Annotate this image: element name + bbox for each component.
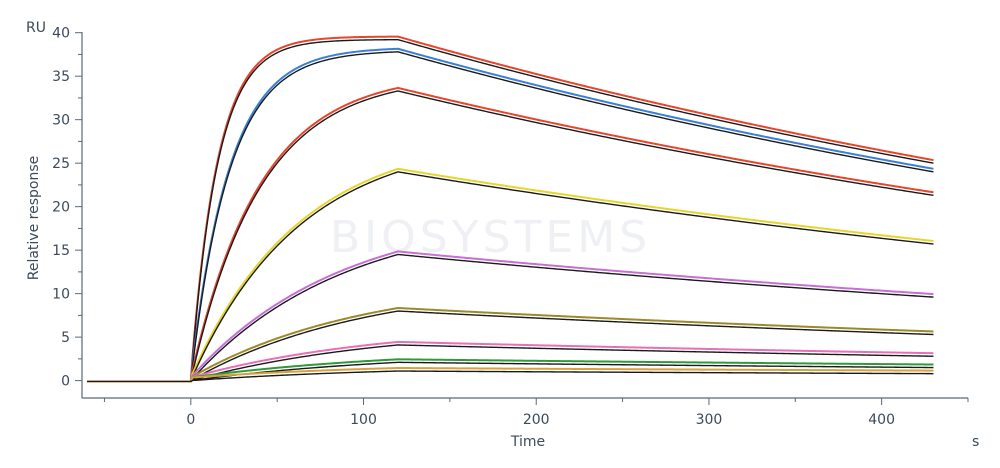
measured-curve — [87, 358, 934, 383]
measured-curve — [87, 47, 934, 383]
y-tick-label: 30 — [52, 113, 70, 129]
y-tick-label: 5 — [61, 330, 70, 346]
measured-curve — [87, 35, 934, 383]
y-tick-label: 25 — [52, 156, 70, 172]
y-tick-label: 15 — [52, 243, 70, 259]
measured-curve — [87, 340, 934, 383]
fitted-curve — [87, 90, 934, 383]
measured-curve — [87, 250, 934, 383]
fitted-curve — [87, 253, 934, 383]
curves — [87, 35, 934, 383]
measured-curve — [87, 167, 934, 383]
measured-curve — [87, 366, 934, 383]
y-tick-label: 35 — [52, 69, 70, 85]
fitted-curve — [87, 51, 934, 383]
y-tick-label: 0 — [61, 374, 70, 390]
fitted-curve — [87, 370, 934, 383]
x-tick-label: 0 — [186, 412, 195, 428]
y-axis-title: Relative response — [26, 156, 42, 281]
fitted-curve — [87, 310, 934, 383]
y-tick-label: 10 — [52, 287, 70, 303]
x-unit-label: s — [972, 434, 979, 450]
measured-curve — [87, 306, 934, 383]
x-tick-label: 300 — [696, 412, 723, 428]
x-tick-label: 200 — [523, 412, 550, 428]
fitted-curve — [87, 344, 934, 383]
fitted-curve — [87, 171, 934, 383]
y-tick-label: 20 — [52, 200, 70, 216]
watermark-text: BIOSYSTEMS — [330, 212, 651, 263]
y-unit-label: RU — [26, 20, 46, 36]
x-tick-label: 100 — [350, 412, 377, 428]
y-tick-label: 40 — [52, 26, 70, 42]
x-tick-label: 400 — [868, 412, 895, 428]
x-axis-title: Time — [510, 434, 545, 450]
measured-curve — [87, 86, 934, 383]
fitted-curve — [87, 38, 934, 383]
